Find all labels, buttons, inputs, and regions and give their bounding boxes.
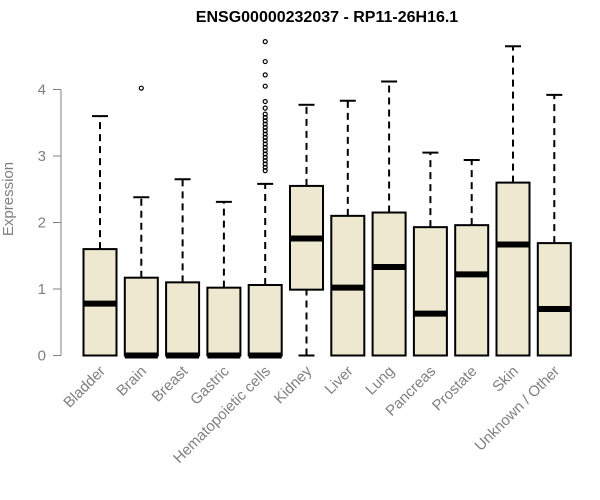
box-rect <box>206 286 242 357</box>
x-tick-label: Prostate <box>429 363 481 415</box>
outlier-point <box>262 72 268 78</box>
outlier-point <box>262 144 268 150</box>
y-tick-label: 3 <box>38 148 46 165</box>
y-axis: 0 1 2 3 4 <box>38 82 62 365</box>
outlier-point <box>262 131 268 137</box>
x-tick-label: Bladder <box>60 363 109 412</box>
outlier-point <box>262 138 268 144</box>
outlier-point <box>262 39 268 45</box>
y-axis-label: Expression <box>0 162 17 236</box>
box-brain <box>123 85 159 359</box>
box-rect <box>536 242 572 357</box>
x-tick-label: Liver <box>322 363 357 398</box>
outlier-point <box>262 148 268 154</box>
y-tick-label: 0 <box>38 348 46 365</box>
outlier-point <box>262 158 268 164</box>
outlier-point <box>262 121 268 127</box>
outlier-point <box>262 164 268 170</box>
chart-title: ENSG00000232037 - RP11-26H16.1 <box>196 9 459 26</box>
box-liver <box>330 99 366 357</box>
box-kidney <box>289 103 324 357</box>
x-tick-label: Breast <box>149 362 192 405</box>
box-skin <box>495 45 531 357</box>
y-tick-label: 4 <box>38 82 46 99</box>
x-tick-label: Kidney <box>271 362 316 407</box>
outlier-point <box>262 154 268 160</box>
x-tick-label: Brain <box>113 363 150 400</box>
outlier-point <box>262 141 268 147</box>
outlier-point <box>262 161 268 167</box>
box-unknown-other <box>536 93 572 357</box>
box-lung <box>371 80 407 357</box>
x-tick-label: Lung <box>362 363 398 399</box>
outlier-point <box>262 114 268 121</box>
outlier-point <box>262 151 268 157</box>
box-gastric <box>206 200 242 359</box>
box-pancreas <box>412 151 448 357</box>
box-rect <box>495 181 531 357</box>
outlier-point <box>262 168 268 174</box>
outlier-point <box>262 83 268 89</box>
outlier-point <box>262 98 268 105</box>
box-prostate <box>454 158 490 357</box>
box-rect <box>165 281 201 357</box>
outlier-point <box>262 134 268 140</box>
box-breast <box>165 178 201 359</box>
outlier-point <box>262 111 268 117</box>
box-bladder <box>82 115 118 357</box>
x-tick-label: Skin <box>489 363 522 396</box>
box-rect <box>123 276 159 357</box>
outlier-point <box>262 58 268 65</box>
boxes-group <box>82 39 572 359</box>
outlier-point <box>262 118 268 124</box>
outlier-point <box>138 85 144 91</box>
box-rect <box>412 226 448 357</box>
box-rect <box>454 224 490 357</box>
box-rect <box>247 284 283 357</box>
y-tick-label: 1 <box>38 281 46 298</box>
box-hematopoietic-cells <box>247 39 283 359</box>
outlier-point <box>262 105 268 111</box>
outlier-point <box>262 128 268 134</box>
outlier-point <box>262 124 268 131</box>
y-tick-label: 2 <box>38 215 46 232</box>
box-rect <box>371 211 407 357</box>
